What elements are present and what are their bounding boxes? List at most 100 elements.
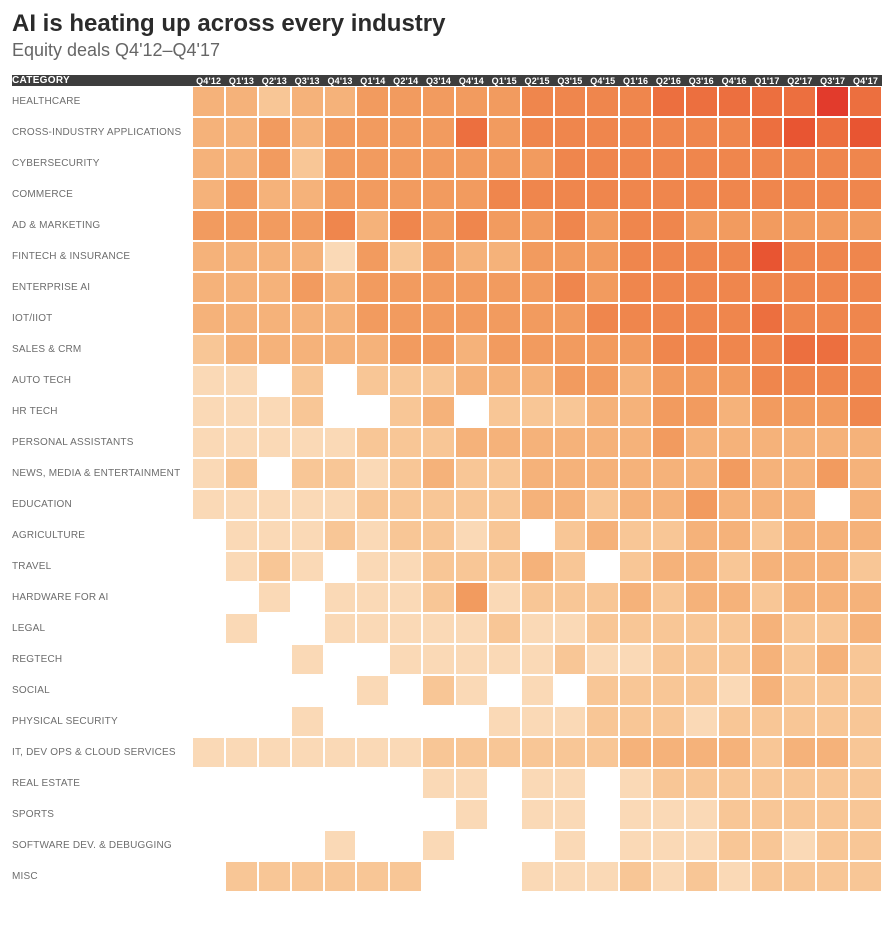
heatmap-cell <box>816 458 849 489</box>
row-label: SOFTWARE DEV. & DEBUGGING <box>12 830 192 861</box>
heatmap-cell <box>751 365 784 396</box>
heatmap-cell <box>521 861 554 892</box>
heatmap-cell <box>422 706 455 737</box>
heatmap-cell <box>816 396 849 427</box>
heatmap-cell <box>521 241 554 272</box>
heatmap-cell <box>718 272 751 303</box>
heatmap-cell <box>356 334 389 365</box>
heatmap-cell <box>685 148 718 179</box>
table-row: HEALTHCARE <box>12 86 882 117</box>
heatmap-cell <box>225 644 258 675</box>
column-header: Q1'16 <box>619 75 652 86</box>
heatmap-cell <box>324 272 357 303</box>
heatmap-cell <box>324 148 357 179</box>
heatmap-cell <box>258 861 291 892</box>
heatmap-cell <box>521 675 554 706</box>
heatmap-cell <box>192 241 225 272</box>
heatmap-cell <box>192 520 225 551</box>
heatmap-body: HEALTHCARECROSS-INDUSTRY APPLICATIONSCYB… <box>12 86 882 892</box>
heatmap-cell <box>422 830 455 861</box>
heatmap-cell <box>554 241 587 272</box>
heatmap-cell <box>455 675 488 706</box>
heatmap-cell <box>554 675 587 706</box>
row-label: MISC <box>12 861 192 892</box>
heatmap-cell <box>783 799 816 830</box>
heatmap-cell <box>554 706 587 737</box>
heatmap-cell <box>422 179 455 210</box>
heatmap-cell <box>718 396 751 427</box>
heatmap-cell <box>324 427 357 458</box>
heatmap-cell <box>356 613 389 644</box>
heatmap-cell <box>258 427 291 458</box>
row-label: CROSS-INDUSTRY APPLICATIONS <box>12 117 192 148</box>
table-row: PERSONAL ASSISTANTS <box>12 427 882 458</box>
heatmap-cell <box>652 644 685 675</box>
heatmap-cell <box>554 272 587 303</box>
heatmap-cell <box>586 210 619 241</box>
heatmap-cell <box>356 303 389 334</box>
heatmap-cell <box>258 365 291 396</box>
heatmap-cell <box>389 272 422 303</box>
heatmap-cell <box>225 365 258 396</box>
row-label: NEWS, MEDIA & ENTERTAINMENT <box>12 458 192 489</box>
heatmap-cell <box>751 768 784 799</box>
heatmap-cell <box>422 148 455 179</box>
heatmap-cell <box>356 768 389 799</box>
heatmap-cell <box>422 303 455 334</box>
heatmap-cell <box>521 551 554 582</box>
heatmap-cell <box>586 613 619 644</box>
heatmap-cell <box>554 303 587 334</box>
table-row: AGRICULTURE <box>12 520 882 551</box>
heatmap-cell <box>356 520 389 551</box>
column-header: Q3'14 <box>422 75 455 86</box>
heatmap-cell <box>652 582 685 613</box>
table-row: LEGAL <box>12 613 882 644</box>
heatmap-cell <box>816 179 849 210</box>
heatmap-cell <box>488 179 521 210</box>
heatmap-cell <box>324 551 357 582</box>
heatmap-cell <box>455 489 488 520</box>
heatmap-cell <box>816 334 849 365</box>
heatmap-cell <box>356 179 389 210</box>
heatmap-cell <box>652 861 685 892</box>
heatmap-cell <box>685 241 718 272</box>
heatmap-cell <box>685 179 718 210</box>
heatmap-cell <box>849 148 882 179</box>
heatmap-cell <box>619 830 652 861</box>
heatmap-cell <box>783 334 816 365</box>
heatmap-cell <box>521 179 554 210</box>
heatmap-cell <box>849 272 882 303</box>
heatmap-cell <box>619 86 652 117</box>
heatmap-cell <box>225 737 258 768</box>
heatmap-cell <box>488 582 521 613</box>
heatmap-cell <box>783 365 816 396</box>
heatmap-cell <box>849 675 882 706</box>
heatmap-cell <box>291 458 324 489</box>
table-row: EDUCATION <box>12 489 882 520</box>
heatmap-cell <box>225 334 258 365</box>
heatmap-cell <box>258 179 291 210</box>
heatmap-cell <box>488 396 521 427</box>
heatmap-cell <box>619 644 652 675</box>
heatmap-cell <box>718 551 751 582</box>
heatmap-cell <box>225 799 258 830</box>
heatmap-cell <box>455 148 488 179</box>
heatmap-cell <box>619 272 652 303</box>
heatmap-cell <box>849 582 882 613</box>
heatmap-cell <box>389 241 422 272</box>
heatmap-cell <box>783 303 816 334</box>
heatmap-cell <box>258 334 291 365</box>
heatmap-cell <box>488 117 521 148</box>
row-label: REGTECH <box>12 644 192 675</box>
heatmap-cell <box>619 241 652 272</box>
heatmap-cell <box>685 334 718 365</box>
heatmap-cell <box>849 117 882 148</box>
heatmap-cell <box>422 768 455 799</box>
table-row: SPORTS <box>12 799 882 830</box>
heatmap-cell <box>258 737 291 768</box>
heatmap-cell <box>554 365 587 396</box>
heatmap-cell <box>554 799 587 830</box>
table-row: CYBERSECURITY <box>12 148 882 179</box>
heatmap-cell <box>554 117 587 148</box>
heatmap-cell <box>389 179 422 210</box>
